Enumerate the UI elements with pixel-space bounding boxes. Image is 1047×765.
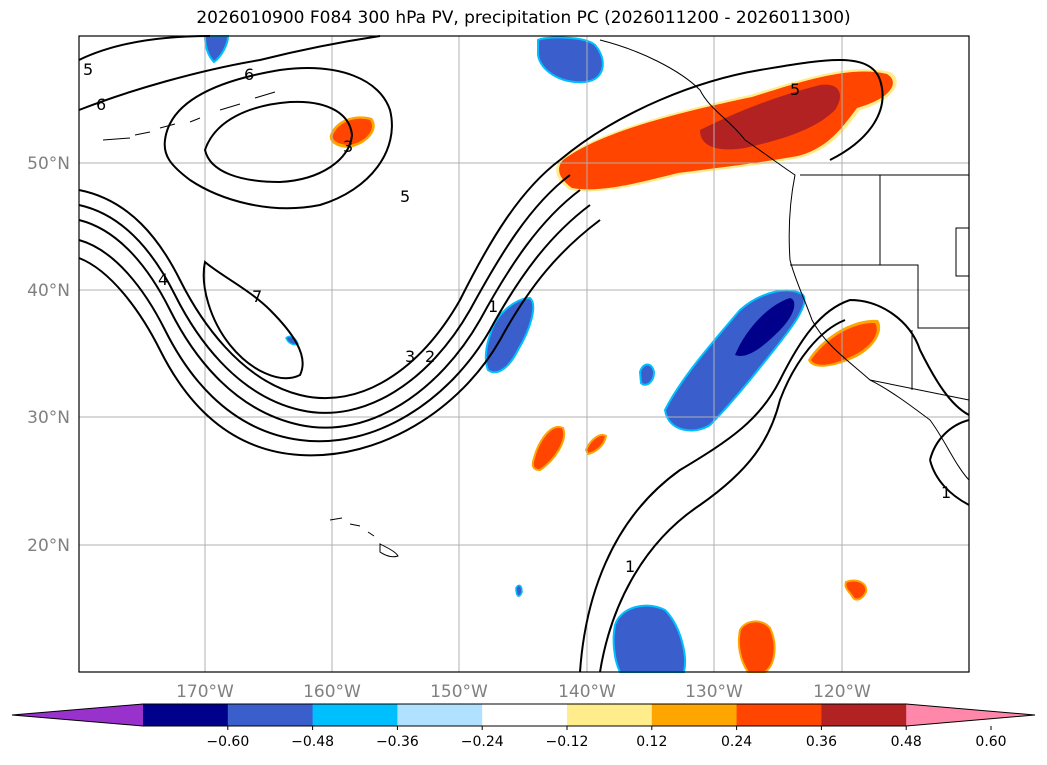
map-gridlines xyxy=(79,36,969,672)
contour-label: 3 xyxy=(405,347,415,366)
colorbar-tick-label: 0.60 xyxy=(975,734,1006,750)
lon-label: 160°W xyxy=(303,682,361,702)
colorbar-segment xyxy=(567,704,653,726)
colorbar-segment xyxy=(227,704,314,726)
contour-label: 1 xyxy=(625,557,635,576)
precip-positive-shading xyxy=(329,69,897,673)
contour-label: 1 xyxy=(488,297,498,316)
map-border xyxy=(78,35,970,673)
lat-label: 50°N xyxy=(27,154,70,174)
colorbar-tick-label: −0.12 xyxy=(546,734,589,750)
pv-contour-labels: 5 6 6 3 5 4 7 3 2 1 1 1 5 xyxy=(83,60,951,576)
lat-label: 30°N xyxy=(27,408,70,428)
pv-contours xyxy=(78,35,970,673)
latitude-labels: 50°N 40°N 30°N 20°N xyxy=(27,154,70,556)
contour-label: 5 xyxy=(83,60,93,79)
lon-label: 150°W xyxy=(430,682,488,702)
colorbar-outline xyxy=(11,703,1036,727)
colorbar-tick-label: −0.36 xyxy=(376,734,419,750)
lon-label: 140°W xyxy=(558,682,616,702)
lon-label: 120°W xyxy=(813,682,871,702)
contour-label: 5 xyxy=(790,80,800,99)
colorbar-segment xyxy=(397,704,483,726)
longitude-labels: 170°W 160°W 150°W 140°W 130°W 120°W xyxy=(176,682,871,702)
colorbar-tick-label: −0.24 xyxy=(461,734,504,750)
colorbar-segment xyxy=(312,704,398,726)
colorbar-segment xyxy=(736,704,822,726)
lat-label: 40°N xyxy=(27,281,70,301)
colorbar-segment xyxy=(482,704,568,726)
contour-label: 5 xyxy=(400,187,410,206)
colorbar-tick-label: 0.12 xyxy=(636,734,667,750)
colorbar xyxy=(11,703,1036,727)
contour-label: 4 xyxy=(158,270,168,289)
map-title: 2026010900 F084 300 hPa PV, precipitatio… xyxy=(196,8,851,28)
contour-label: 7 xyxy=(252,287,262,306)
colorbar-tick-label: 0.36 xyxy=(806,734,837,750)
contour-label: 2 xyxy=(425,347,435,366)
colorbar-extend-high xyxy=(906,704,1035,726)
colorbar-ticks: −0.60 −0.48 −0.36 −0.24 −0.12 0.12 0.24 0.36 0.4… xyxy=(206,726,1007,750)
lat-label: 20°N xyxy=(27,536,70,556)
contour-label: 6 xyxy=(96,95,106,114)
lon-label: 170°W xyxy=(176,682,234,702)
colorbar-tick-label: 0.48 xyxy=(891,734,922,750)
colorbar-tick-label: −0.48 xyxy=(291,734,334,750)
colorbar-segment xyxy=(651,704,738,726)
colorbar-segment xyxy=(143,704,229,726)
coastlines xyxy=(102,39,970,558)
colorbar-extend-low xyxy=(12,704,143,726)
contour-label: 6 xyxy=(244,65,254,84)
lon-label: 130°W xyxy=(685,682,743,702)
colorbar-tick-label: −0.60 xyxy=(206,734,249,750)
colorbar-tick-label: 0.24 xyxy=(721,734,752,750)
colorbar-segment xyxy=(821,704,907,726)
contour-label: 3 xyxy=(343,137,353,156)
contour-label: 1 xyxy=(941,483,951,502)
